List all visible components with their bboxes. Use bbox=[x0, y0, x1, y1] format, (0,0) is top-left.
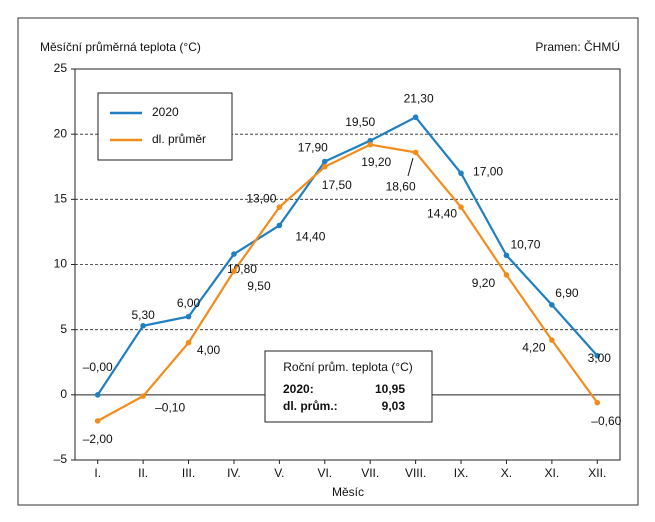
y-tick-label: 0 bbox=[60, 387, 67, 401]
data-label: 19,50 bbox=[345, 115, 375, 129]
legend-label: dl. průměr bbox=[152, 132, 206, 146]
x-tick-label: IV. bbox=[227, 466, 241, 480]
point bbox=[231, 251, 237, 257]
series-line bbox=[97, 143, 599, 422]
point bbox=[321, 163, 328, 170]
legend-label: 2020 bbox=[152, 105, 179, 119]
y-tick-label: –5 bbox=[54, 452, 68, 466]
annotation: Roční prům. teplota (°C) 2020: 10,95 dl.… bbox=[264, 350, 433, 423]
data-label: 18,60 bbox=[386, 180, 416, 194]
x-tick-label: II. bbox=[138, 466, 148, 480]
data-label: 6,00 bbox=[177, 296, 201, 310]
y-tick-label: 15 bbox=[54, 192, 68, 206]
x-tick-label: III. bbox=[182, 466, 195, 480]
annotation-label: 2020: bbox=[283, 382, 314, 396]
data-label: 6,90 bbox=[555, 286, 579, 300]
y-tick-label: 5 bbox=[60, 322, 67, 336]
data-label: 9,20 bbox=[472, 276, 496, 290]
y-tick-label: 10 bbox=[54, 257, 68, 271]
point bbox=[412, 114, 419, 121]
data-label: 3,00 bbox=[588, 351, 612, 365]
data-label: 17,00 bbox=[473, 164, 503, 178]
point bbox=[276, 204, 283, 210]
point bbox=[94, 418, 101, 424]
data-label: 4,20 bbox=[522, 340, 546, 354]
point bbox=[367, 137, 374, 144]
point bbox=[185, 339, 192, 346]
annotation-title: Roční prům. teplota (°C) bbox=[283, 360, 413, 374]
data-label: 19,20 bbox=[361, 155, 391, 169]
x-tick-label: V. bbox=[274, 466, 284, 480]
x-tick-label: VII. bbox=[361, 466, 379, 480]
legend-box bbox=[97, 92, 233, 161]
x-tick-label: IX. bbox=[454, 466, 469, 480]
x-tick-label: XI. bbox=[545, 466, 560, 480]
annotation-box bbox=[264, 350, 433, 423]
point bbox=[503, 272, 510, 278]
point bbox=[276, 222, 283, 229]
data-label: 17,50 bbox=[322, 178, 352, 192]
x-tick-label: VIII. bbox=[405, 466, 426, 480]
point bbox=[458, 170, 464, 177]
data-label: –2,00 bbox=[83, 432, 113, 446]
point bbox=[458, 204, 464, 210]
data-label: 9,50 bbox=[247, 279, 271, 293]
point bbox=[185, 313, 192, 320]
point bbox=[594, 352, 601, 359]
point bbox=[594, 399, 601, 406]
data-label: 13,00 bbox=[246, 192, 276, 206]
x-tick-label: I. bbox=[94, 466, 101, 480]
annotation-label: dl. prům.: bbox=[283, 399, 338, 413]
data-label: –0,10 bbox=[155, 400, 185, 414]
y-tick-label: 25 bbox=[54, 61, 68, 75]
series-line bbox=[96, 115, 599, 396]
data-label: –0,00 bbox=[83, 360, 113, 374]
point bbox=[321, 158, 328, 165]
annotation-value: 9,03 bbox=[382, 399, 406, 413]
plot-area bbox=[74, 68, 621, 461]
data-label: –0,60 bbox=[591, 414, 621, 428]
point bbox=[503, 252, 510, 259]
data-label: 5,30 bbox=[131, 308, 155, 322]
x-axis-title: Měsíc bbox=[332, 485, 364, 499]
frame bbox=[17, 17, 639, 506]
point bbox=[140, 322, 146, 329]
y-axis-title: Měsíční průměrná teplota (°C) bbox=[40, 40, 201, 54]
x-tick-label: VI. bbox=[317, 466, 332, 480]
source: Pramen: ČHMÚ bbox=[535, 39, 620, 54]
data-label: 10,70 bbox=[510, 238, 540, 252]
data-label: 14,40 bbox=[427, 206, 457, 220]
point bbox=[94, 392, 101, 398]
data-label: 4,00 bbox=[197, 343, 221, 357]
point bbox=[549, 337, 555, 343]
x-tick-label: XII. bbox=[588, 466, 606, 480]
x-tick-label: X. bbox=[501, 466, 512, 480]
point bbox=[231, 268, 237, 274]
point bbox=[549, 302, 555, 308]
y-tick-label: 20 bbox=[54, 126, 68, 140]
leader-line bbox=[407, 157, 414, 177]
point bbox=[140, 393, 146, 399]
data-label: 10,80 bbox=[227, 262, 257, 276]
annotation-value: 10,95 bbox=[375, 382, 405, 396]
data-label: 21,30 bbox=[404, 91, 434, 105]
point bbox=[367, 141, 374, 148]
data-label: 17,90 bbox=[298, 141, 328, 155]
point bbox=[412, 149, 419, 156]
data-label: 14,40 bbox=[295, 229, 325, 243]
